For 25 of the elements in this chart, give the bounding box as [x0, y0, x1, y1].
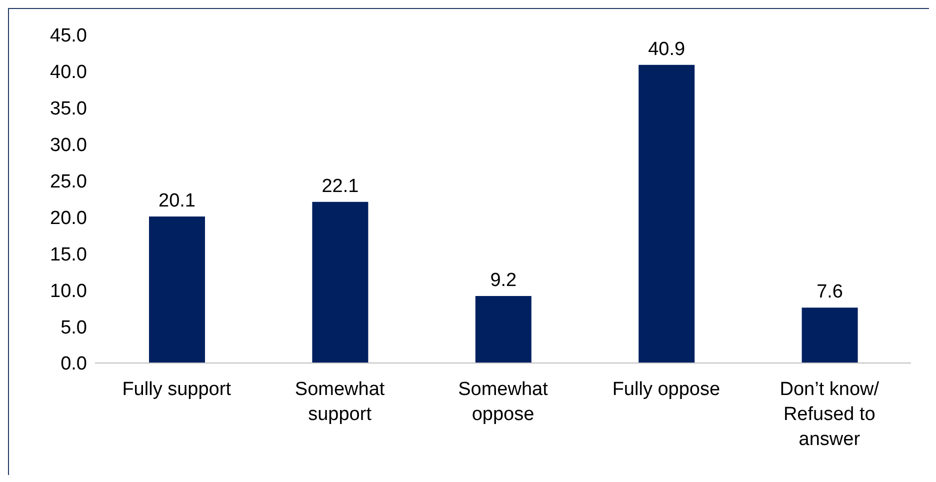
bar	[802, 308, 858, 363]
bar	[149, 216, 205, 363]
y-tick-label: 0.0	[60, 354, 87, 375]
x-tick-label: Somewhat oppose	[458, 379, 549, 425]
data-label: 40.9	[648, 38, 686, 60]
y-tick-label: 45.0	[50, 26, 87, 47]
y-tick-label: 5.0	[60, 317, 87, 338]
data-label: 20.1	[158, 190, 196, 212]
data-label: 9.2	[490, 270, 517, 291]
y-tick-label: 30.0	[50, 135, 87, 156]
bar	[638, 64, 695, 363]
x-tick-label: Fully oppose	[612, 379, 720, 400]
bar	[312, 202, 368, 363]
y-tick-label: 10.0	[50, 280, 87, 302]
y-tick-label: 35.0	[50, 98, 87, 120]
x-tick-label: Don’t know/ Refused to answer	[780, 379, 880, 450]
data-label: 22.1	[322, 176, 359, 197]
data-label: 7.6	[816, 282, 844, 303]
bar	[475, 296, 532, 363]
y-tick-label: 20.0	[50, 208, 87, 229]
y-tick-label: 40.0	[50, 62, 87, 84]
x-tick-label: Fully support	[122, 379, 232, 400]
y-tick-label: 25.0	[50, 172, 87, 193]
y-tick-label: 15.0	[50, 244, 87, 266]
x-tick-label: Somewhat support	[294, 379, 386, 425]
